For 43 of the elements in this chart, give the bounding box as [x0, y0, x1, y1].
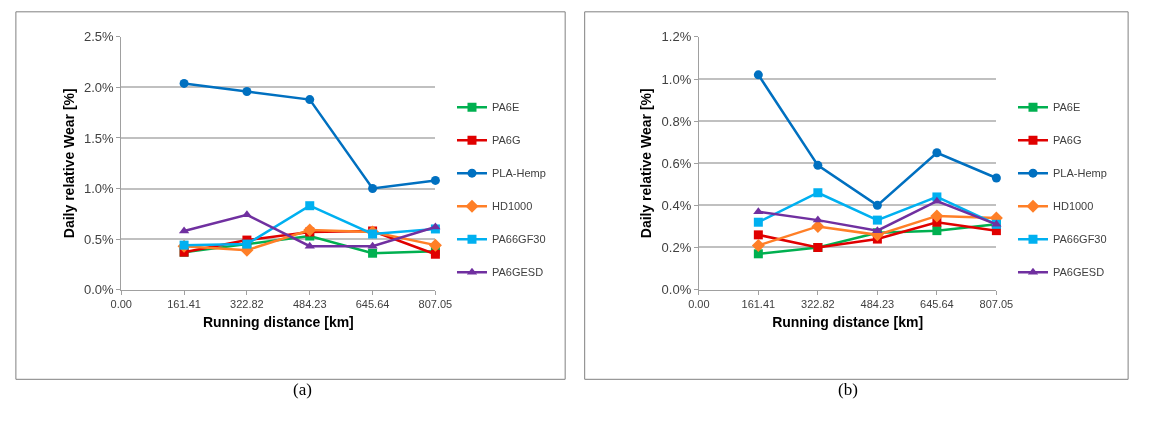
y-tick-label: 1.0% — [661, 71, 692, 87]
legend-label: HD1000 — [491, 200, 533, 213]
legend-label: PA6G — [491, 134, 521, 147]
legend-label: PA6E — [1052, 101, 1081, 114]
legend-label: HD1000 — [1052, 200, 1094, 213]
y-axis-title: Daily relative Wear [%] — [60, 88, 77, 239]
x-tick-label: 807.05 — [979, 297, 1014, 310]
text: (a) — [293, 380, 312, 399]
x-axis-title: Running distance [km] — [202, 314, 354, 331]
x-tick-label: 484.23 — [860, 297, 895, 310]
y-tick-label: 1.2% — [661, 29, 692, 45]
x-tick-label: 322.82 — [801, 297, 835, 310]
y-tick-label: 1.5% — [84, 130, 115, 146]
y-tick-label: 0.4% — [661, 197, 692, 213]
x-tick-label: 484.23 — [292, 297, 327, 310]
y-tick-label: 2.5% — [84, 29, 115, 45]
x-axis-title: Running distance [km] — [772, 314, 924, 331]
legend-label: PA66GF30 — [491, 233, 546, 246]
x-tick-label: 161.41 — [167, 297, 201, 310]
legend-label: PA66GF30 — [1052, 233, 1107, 246]
legend-label: PA6G — [1052, 134, 1082, 147]
y-tick-label: 0.0% — [84, 282, 115, 298]
y-tick-label: 0.6% — [661, 155, 692, 171]
y-tick-label: 1.0% — [84, 181, 115, 197]
legend-label: PLA-Hemp — [491, 167, 546, 180]
y-tick-label: 2.0% — [84, 79, 115, 95]
legend-label: PLA-Hemp — [1052, 167, 1107, 180]
legend-label: PA6GESD — [491, 266, 544, 279]
x-tick-label: 645.64 — [355, 297, 390, 310]
x-tick-label: 807.05 — [418, 297, 453, 310]
y-tick-label: 0.8% — [661, 113, 692, 129]
y-axis-title: Daily relative Wear [%] — [638, 88, 655, 239]
x-tick-label: 0.00 — [110, 297, 132, 310]
x-tick-label: 161.41 — [741, 297, 776, 310]
x-tick-label: 322.82 — [230, 297, 264, 310]
x-tick-label: 0.00 — [688, 297, 710, 310]
y-tick-label: 0.5% — [84, 231, 115, 247]
legend-label: PA6GESD — [1052, 266, 1105, 279]
y-tick-label: 0.0% — [661, 282, 692, 298]
text: (b) — [838, 380, 858, 399]
x-tick-label: 645.64 — [920, 297, 954, 310]
y-tick-label: 0.2% — [661, 240, 692, 256]
legend-label: PA6E — [491, 101, 520, 114]
